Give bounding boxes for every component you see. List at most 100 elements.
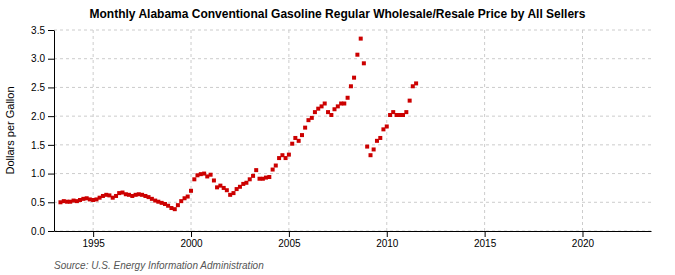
tick-mark [48, 87, 54, 88]
grid [54, 30, 651, 231]
point [342, 102, 346, 106]
tick: 2005 [278, 231, 301, 249]
title: Monthly Alabama Conventional Gasoline Re… [90, 7, 586, 21]
tick-mark [48, 231, 54, 232]
point [225, 188, 229, 192]
tick-label: 1.0 [31, 168, 45, 179]
point [408, 99, 412, 103]
point [297, 139, 301, 143]
grid-line-x [288, 30, 289, 231]
tick-label: 2000 [180, 238, 203, 249]
tick: 2020 [572, 231, 595, 249]
tick: 2015 [474, 231, 497, 249]
tick-mark [48, 145, 54, 146]
tick: 2.0 [31, 111, 54, 122]
point [274, 164, 278, 168]
point [362, 61, 366, 65]
tick-label: 1.5 [31, 140, 45, 151]
points [58, 37, 418, 212]
point [287, 153, 291, 157]
tick: 2000 [180, 231, 203, 249]
tick: 0.5 [31, 197, 54, 208]
point [251, 174, 255, 178]
tick-mark [93, 231, 94, 237]
chart-svg: 1995 2000 2005 2010 2015 2020 0.0 0.5 1.0 1.5 2.0 2… [0, 0, 675, 275]
grid-line-y [54, 173, 651, 174]
tick-mark [289, 231, 290, 237]
y-axis: 0.0 0.5 1.0 1.5 2.0 2.5 3.0 3.5 [31, 25, 54, 237]
point [414, 81, 418, 85]
grid-line-x [582, 30, 583, 231]
annotation: Source: U.S. Energy Information Administ… [54, 260, 264, 271]
point [303, 126, 307, 130]
point [349, 84, 353, 88]
point [359, 37, 363, 41]
tick-label: 3.5 [31, 25, 45, 36]
point [189, 189, 193, 193]
grid-line-x [484, 30, 485, 231]
chart-container: 1995 2000 2005 2010 2015 2020 0.0 0.5 1.0 1.5 2.0 2… [0, 0, 675, 275]
tick-label: 0.5 [31, 197, 45, 208]
axis-line [54, 31, 55, 232]
plot-area: 1995 2000 2005 2010 2015 2020 0.0 0.5 1.0 1.5 2.0 2… [31, 25, 651, 249]
point [385, 124, 389, 128]
point [267, 175, 271, 179]
grid-line-y [54, 116, 651, 117]
tick-mark [485, 231, 486, 237]
point [310, 116, 314, 120]
tick-label: 0.0 [31, 226, 45, 237]
tick-label: 2020 [572, 238, 595, 249]
tick-label: 2010 [376, 238, 399, 249]
grid-line-y [54, 30, 651, 31]
point [346, 96, 350, 100]
tick-mark [48, 30, 54, 31]
point [209, 173, 213, 177]
point [369, 153, 373, 157]
point [248, 177, 252, 181]
point [212, 178, 216, 182]
point [404, 110, 408, 114]
tick-label: 3.0 [31, 53, 45, 64]
tick-mark [48, 116, 54, 117]
point [244, 181, 248, 185]
grid-line-x [191, 30, 192, 231]
grid-line-y [54, 231, 651, 232]
tick-mark [48, 59, 54, 60]
point [313, 110, 317, 114]
point [352, 76, 356, 80]
point [329, 113, 333, 117]
tick: 2.5 [31, 82, 54, 93]
point [284, 156, 288, 160]
point [254, 168, 258, 172]
tick: 2010 [376, 231, 399, 249]
point [378, 136, 382, 140]
point [355, 53, 359, 57]
tick-label: 2.5 [31, 82, 45, 93]
tick-label: 2005 [278, 238, 301, 249]
tick-mark [387, 231, 388, 237]
point [186, 195, 190, 199]
point [323, 102, 327, 106]
tick-mark [582, 231, 583, 237]
tick-label: 2015 [474, 238, 497, 249]
tick: 1995 [83, 231, 106, 249]
grid-line-y [54, 202, 651, 203]
grid-line-x [386, 30, 387, 231]
y-axis-title: Dollars per Gallon [4, 86, 16, 174]
tick-mark [191, 231, 192, 237]
tick: 1.5 [31, 140, 54, 151]
grid-line-y [54, 144, 651, 145]
tick: 3.5 [31, 25, 54, 36]
point [192, 177, 196, 181]
tick-mark [48, 202, 54, 203]
tick: 1.0 [31, 168, 54, 179]
point [231, 191, 235, 195]
point [173, 207, 177, 211]
axis-line [55, 231, 652, 232]
point [290, 142, 294, 146]
grid-line-y [54, 58, 651, 59]
tick: 3.0 [31, 53, 54, 64]
tick: 0.0 [31, 226, 54, 237]
x-axis: 1995 2000 2005 2010 2015 2020 [55, 231, 652, 249]
tick-mark [48, 174, 54, 175]
